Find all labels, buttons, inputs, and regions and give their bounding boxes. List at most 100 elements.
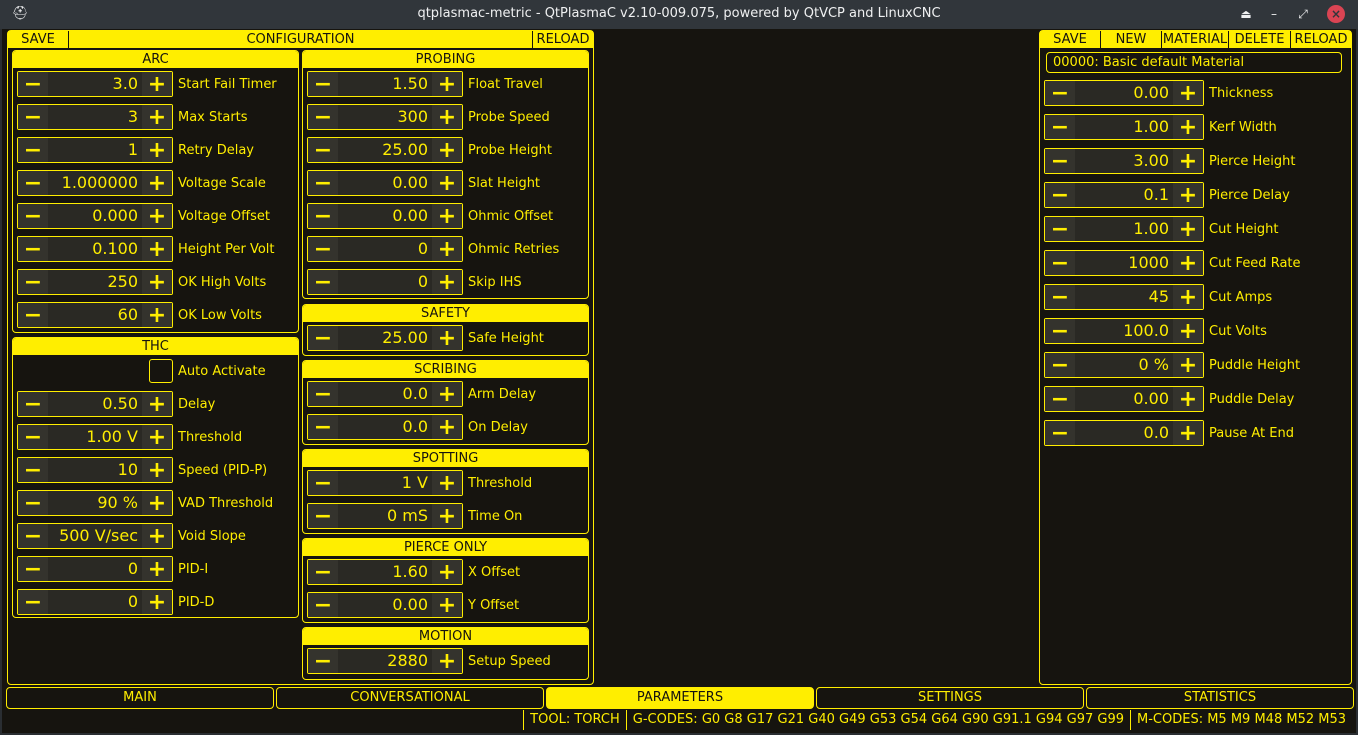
minus-icon[interactable]: − <box>1045 183 1075 208</box>
ok-low-volts-value[interactable]: 60 <box>48 303 142 327</box>
probe-speed-value[interactable]: 300 <box>338 105 432 129</box>
height-per-volt-spinbox[interactable]: − 0.100 + <box>17 236 173 262</box>
material-select[interactable]: 00000: Basic default Material <box>1046 52 1342 73</box>
retry-delay-spinbox[interactable]: − 1 + <box>17 137 173 163</box>
minus-icon[interactable]: − <box>308 471 338 496</box>
plus-icon[interactable]: + <box>432 415 462 440</box>
plus-icon[interactable]: + <box>1173 183 1203 208</box>
plus-icon[interactable]: + <box>142 392 172 417</box>
max-starts-value[interactable]: 3 <box>48 105 142 129</box>
minus-icon[interactable]: − <box>18 524 48 549</box>
ok-high-volts-spinbox[interactable]: − 250 + <box>17 269 173 295</box>
probe-speed-spinbox[interactable]: − 300 + <box>307 104 463 130</box>
plus-icon[interactable]: + <box>432 471 462 496</box>
plus-icon[interactable]: + <box>142 72 172 97</box>
plus-icon[interactable]: + <box>1173 387 1203 412</box>
plus-icon[interactable]: + <box>432 504 462 529</box>
minus-icon[interactable]: − <box>1045 353 1075 378</box>
config-reload-button[interactable]: RELOAD <box>536 32 590 47</box>
minus-icon[interactable]: − <box>18 138 48 163</box>
plus-icon[interactable]: + <box>1173 115 1203 140</box>
plus-icon[interactable]: + <box>142 171 172 196</box>
x-offset-spinbox[interactable]: − 1.60 + <box>307 559 463 585</box>
cut-volts-value[interactable]: 100.0 <box>1075 319 1173 343</box>
minus-icon[interactable]: − <box>18 237 48 262</box>
puddle-delay-spinbox[interactable]: − 0.00 + <box>1044 386 1204 412</box>
material-save-button[interactable]: SAVE <box>1040 31 1101 48</box>
minus-icon[interactable]: − <box>18 72 48 97</box>
minus-icon[interactable]: − <box>308 326 338 351</box>
kerf-width-value[interactable]: 1.00 <box>1075 115 1173 139</box>
minus-icon[interactable]: − <box>1045 81 1075 106</box>
minus-icon[interactable]: − <box>308 593 338 618</box>
plus-icon[interactable]: + <box>1173 319 1203 344</box>
plus-icon[interactable]: + <box>142 491 172 516</box>
cut-feed-rate-value[interactable]: 1000 <box>1075 251 1173 275</box>
minus-icon[interactable]: − <box>1045 387 1075 412</box>
restore-icon[interactable]: ⤢ <box>1298 7 1308 21</box>
delay-spinbox[interactable]: − 0.50 + <box>17 391 173 417</box>
slat-height-spinbox[interactable]: − 0.00 + <box>307 170 463 196</box>
plus-icon[interactable]: + <box>432 72 462 97</box>
ohmic-offset-spinbox[interactable]: − 0.00 + <box>307 203 463 229</box>
plus-icon[interactable]: + <box>1173 217 1203 242</box>
threshold-value[interactable]: 1 V <box>338 471 432 495</box>
plus-icon[interactable]: + <box>142 270 172 295</box>
minus-icon[interactable]: − <box>18 557 48 582</box>
retry-delay-value[interactable]: 1 <box>48 138 142 162</box>
material-delete-button[interactable]: DELETE <box>1229 31 1291 48</box>
minus-icon[interactable]: − <box>1045 421 1075 446</box>
float-travel-value[interactable]: 1.50 <box>338 72 432 96</box>
plus-icon[interactable]: + <box>142 105 172 130</box>
minus-icon[interactable]: − <box>18 303 48 328</box>
pid-i-value[interactable]: 0 <box>48 557 142 581</box>
minus-icon[interactable]: − <box>18 491 48 516</box>
minus-icon[interactable]: − <box>308 382 338 407</box>
pierce-height-spinbox[interactable]: − 3.00 + <box>1044 148 1204 174</box>
minus-icon[interactable]: − <box>1045 149 1075 174</box>
threshold-spinbox[interactable]: − 1 V + <box>307 470 463 496</box>
skip-ihs-spinbox[interactable]: − 0 + <box>307 269 463 295</box>
arm-delay-spinbox[interactable]: − 0.0 + <box>307 381 463 407</box>
plus-icon[interactable]: + <box>1173 81 1203 106</box>
plus-icon[interactable]: + <box>432 105 462 130</box>
cut-volts-spinbox[interactable]: − 100.0 + <box>1044 318 1204 344</box>
thickness-value[interactable]: 0.00 <box>1075 81 1173 105</box>
minus-icon[interactable]: − <box>18 590 48 615</box>
minus-icon[interactable]: − <box>308 204 338 229</box>
pierce-height-value[interactable]: 3.00 <box>1075 149 1173 173</box>
voltage-scale-spinbox[interactable]: − 1.000000 + <box>17 170 173 196</box>
puddle-height-spinbox[interactable]: − 0 % + <box>1044 352 1204 378</box>
close-icon[interactable]: × <box>1327 5 1345 23</box>
tab-settings[interactable]: SETTINGS <box>816 687 1084 709</box>
ohmic-retries-value[interactable]: 0 <box>338 237 432 261</box>
height-per-volt-value[interactable]: 0.100 <box>48 237 142 261</box>
threshold-spinbox[interactable]: − 1.00 V + <box>17 424 173 450</box>
plus-icon[interactable]: + <box>142 138 172 163</box>
tab-main[interactable]: MAIN <box>6 687 274 709</box>
minus-icon[interactable]: − <box>308 504 338 529</box>
start-fail-timer-value[interactable]: 3.0 <box>48 72 142 96</box>
speed-pid-p-spinbox[interactable]: − 10 + <box>17 457 173 483</box>
speed-pid-p-value[interactable]: 10 <box>48 458 142 482</box>
plus-icon[interactable]: + <box>432 237 462 262</box>
kerf-width-spinbox[interactable]: − 1.00 + <box>1044 114 1204 140</box>
plus-icon[interactable]: + <box>142 204 172 229</box>
slat-height-value[interactable]: 0.00 <box>338 171 432 195</box>
x-offset-value[interactable]: 1.60 <box>338 560 432 584</box>
tab-parameters[interactable]: PARAMETERS <box>546 687 814 709</box>
puddle-height-value[interactable]: 0 % <box>1075 353 1173 377</box>
skip-ihs-value[interactable]: 0 <box>338 270 432 294</box>
plus-icon[interactable]: + <box>432 560 462 585</box>
on-delay-spinbox[interactable]: − 0.0 + <box>307 414 463 440</box>
plus-icon[interactable]: + <box>142 237 172 262</box>
max-starts-spinbox[interactable]: − 3 + <box>17 104 173 130</box>
minimize-icon[interactable]: – <box>1271 7 1277 21</box>
minus-icon[interactable]: − <box>1045 217 1075 242</box>
plus-icon[interactable]: + <box>142 303 172 328</box>
tab-statistics[interactable]: STATISTICS <box>1086 687 1354 709</box>
void-slope-value[interactable]: 500 V/sec <box>48 524 142 548</box>
pierce-delay-spinbox[interactable]: − 0.1 + <box>1044 182 1204 208</box>
ok-low-volts-spinbox[interactable]: − 60 + <box>17 302 173 328</box>
safe-height-spinbox[interactable]: − 25.00 + <box>307 325 463 351</box>
